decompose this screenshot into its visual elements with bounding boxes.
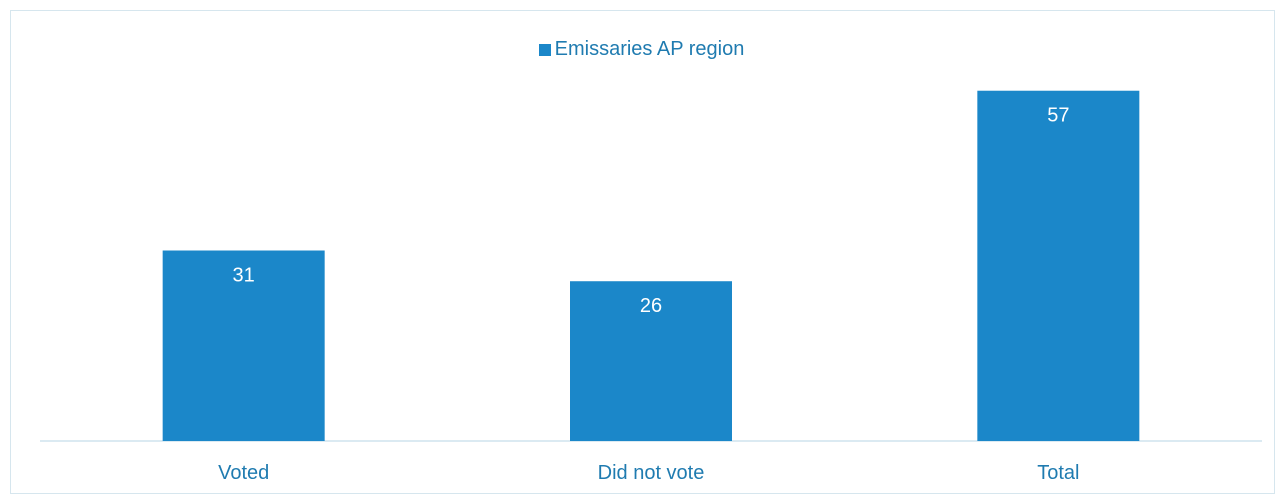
data-label: 31 [233,265,255,287]
bar-voted [162,250,325,441]
x-tick-label: Voted [218,462,269,484]
data-label: 26 [640,295,662,317]
bar-total [977,90,1140,442]
data-label: 57 [1047,105,1069,127]
bar-did-not-vote [570,281,732,441]
x-tick-label: Total [1037,462,1079,484]
x-tick-label: Did not vote [598,462,705,484]
